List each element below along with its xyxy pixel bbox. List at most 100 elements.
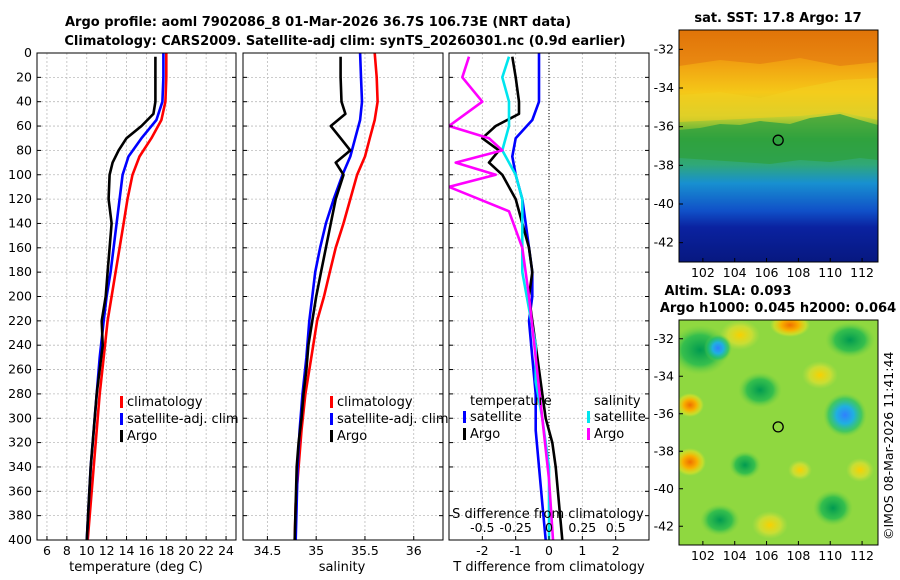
salinity-difference-tick-label: -0.25 [499,520,531,535]
legend-satellite-swatch [120,413,123,425]
depth-tick-label: 120 [8,191,32,206]
x-tick-label: 1 [578,543,586,558]
sst-front-band [679,114,878,164]
map-x-tick-label: 112 [850,548,874,563]
map-x-tick-label: 104 [723,265,747,280]
figure-title-line2: Climatology: CARS2009. Satellite-adj cli… [64,34,625,49]
x-tick-label: 14 [119,543,135,558]
legend-climatology-swatch [330,396,333,408]
salinity-xlabel: salinity [319,560,366,575]
depth-tick-label: 220 [8,313,32,328]
legend-climatology-label: climatology [127,395,203,410]
copyright-stamp: ©IMOS 08-Mar-2026 11:41:44 [881,352,896,540]
depth-tick-label: 400 [8,532,32,547]
map-x-tick-label: 110 [818,265,842,280]
map-x-tick-label: 106 [755,548,779,563]
temperature-xlabel: temperature (deg C) [69,560,203,575]
x-tick-label: -2 [476,543,488,558]
x-tick-label: 24 [218,543,234,558]
legend-sal-satellite-label: satellite [594,410,646,425]
map-y-tick-label: -40 [654,481,674,496]
map-x-tick-label: 106 [755,265,779,280]
sst-warm-band [679,78,878,122]
x-tick-label: 6 [43,543,51,558]
sst-map-panel: sat. SST: 17.8 Argo: 17 102 104 106 108 110 1… [654,11,879,280]
depth-tick-label: 320 [8,435,32,450]
depth-tick-label: 180 [8,264,32,279]
x-tick-label: 35.5 [351,543,379,558]
x-tick-label: 34.5 [253,543,281,558]
map-x-tick-label: 110 [818,548,842,563]
map-y-tick-label: -32 [654,41,674,56]
map-x-tick-label: 102 [691,265,715,280]
map-x-tick-label: 104 [723,548,747,563]
legend-argo-label: Argo [337,429,367,444]
series-line-argo [293,56,352,540]
legend-temp-satellite-label: satellite [470,410,522,425]
series-line-climatology [293,53,379,540]
depth-tick-label: 260 [8,362,32,377]
salinity-legend: climatology satellite-adj. clim Argo [330,395,449,444]
salinity-difference-tick-label: -0.5 [470,520,494,535]
map-x-tick-label: 108 [786,265,810,280]
depth-tick-label: 280 [8,386,32,401]
depth-tick-label: 300 [8,410,32,425]
series-line-argo [85,56,157,540]
sst-argo-position-marker [772,134,784,146]
x-tick-label: 18 [158,543,174,558]
sla-map-title-line1: Altim. SLA: 0.093 [665,284,792,299]
map-y-tick-label: -38 [654,443,674,458]
depth-tick-label: 200 [8,289,32,304]
map-y-tick-label: -34 [654,80,674,95]
legend-temperature-title: temperature [470,394,552,409]
salinity-difference-xlabel: S difference from climatology [452,507,644,522]
salinity-gridlines [243,52,443,541]
x-tick-label: 10 [79,543,95,558]
x-tick-label: 0 [545,543,553,558]
x-tick-label: 12 [99,543,115,558]
legend-temp-satellite-swatch [463,411,466,423]
temperature-gridlines [37,52,236,541]
legend-sal-satellite-swatch [587,411,590,423]
map-x-tick-label: 112 [850,265,874,280]
depth-tick-label: 160 [8,240,32,255]
x-tick-label: 35 [308,543,324,558]
legend-climatology-swatch [120,396,123,408]
depth-tick-label: 240 [8,337,32,352]
legend-sal-argo-swatch [587,428,590,440]
temperature-profile-panel: 0 20 40 60 80 100 120 140 160 180 200 220 240 260 280 3… [8,45,238,575]
x-tick-label: 20 [178,543,194,558]
sla-map-title-line2: Argo h1000: 0.045 h2000: 0.064 [660,301,896,316]
legend-temp-argo-label: Argo [470,427,500,442]
map-y-tick-label: -42 [654,518,674,533]
sst-map-title: sat. SST: 17.8 Argo: 17 [694,11,861,26]
map-y-tick-label: -40 [654,196,674,211]
x-tick-label: 8 [63,543,71,558]
map-x-tick-label: 102 [691,548,715,563]
x-tick-label: 22 [198,543,214,558]
sla-map-panel: Altim. SLA: 0.093 Argo h1000: 0.045 h200… [654,284,897,563]
depth-tick-label: 100 [8,167,32,182]
sst-map-frame [678,29,879,263]
salinity-profile-panel: 34.5 35 35.5 36 salinity climatology satell… [242,52,449,575]
depth-tick-label: 380 [8,508,32,523]
series-line-climatology [86,53,168,540]
map-y-tick-label: -34 [654,368,674,383]
depth-tick-label: 140 [8,215,32,230]
salinity-difference-tick-label: 0 [545,520,553,535]
series-line-salinity-argo [449,56,555,540]
legend-argo-swatch [120,430,123,442]
legend-salinity-title: salinity [594,394,641,409]
depth-tick-label: 60 [16,118,32,133]
depth-tick-label: 360 [8,483,32,498]
legend-climatology-label: climatology [337,395,413,410]
map-y-tick-label: -32 [654,331,674,346]
x-tick-label: 2 [612,543,620,558]
sst-warmest-region [679,30,878,66]
series-line-temperature-argo [480,56,564,540]
x-tick-label: 36 [406,543,422,558]
depth-tick-label: 340 [8,459,32,474]
legend-temp-argo-swatch [463,428,466,440]
figure-title-line1: Argo profile: aoml 7902086_8 01-Mar-2026… [65,15,571,30]
